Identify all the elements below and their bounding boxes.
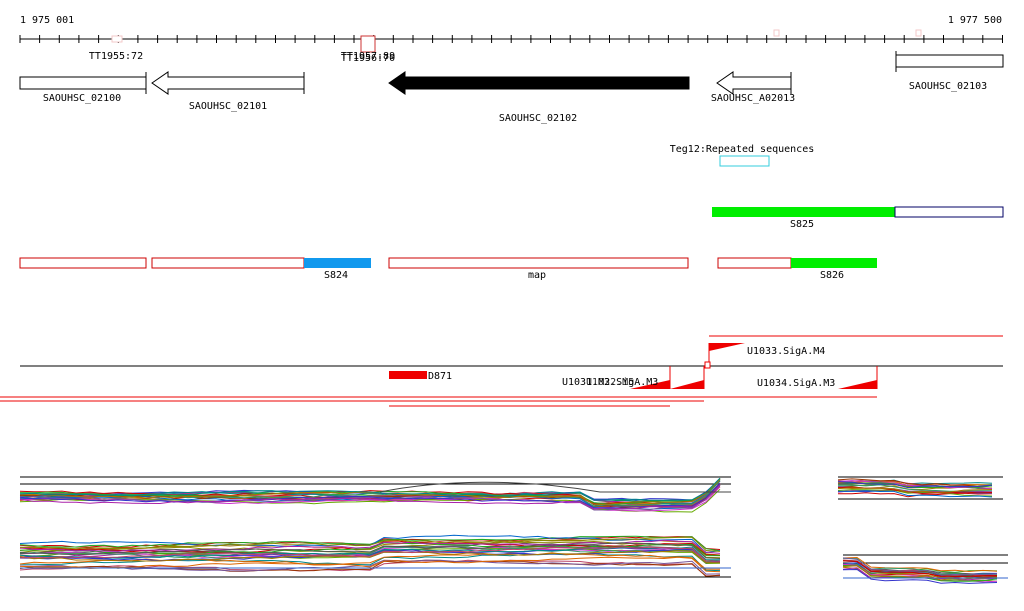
segment-map[interactable]	[388, 257, 689, 269]
expression-line	[837, 481, 993, 489]
segment-label-s824: S824	[324, 270, 348, 281]
terminator-label-tt1955: TT1955:72	[89, 51, 143, 62]
terminator-mark[interactable]	[111, 35, 123, 43]
expression-line	[837, 478, 993, 488]
expression-line	[19, 546, 721, 563]
gene-saouhsc-a02013[interactable]: SAOUHSC_A02013	[711, 71, 795, 104]
expression-line	[842, 560, 998, 577]
expression-line	[837, 484, 993, 492]
segment-outline[interactable]	[151, 257, 305, 269]
gene-saouhsc-02102[interactable]: SAOUHSC_02102	[388, 71, 690, 124]
expression-line	[842, 557, 998, 576]
segment-label-map: map	[528, 270, 546, 281]
segment-outline[interactable]	[19, 257, 147, 269]
expression-line	[19, 556, 721, 573]
expression-line	[379, 481, 731, 493]
expression-line	[837, 487, 993, 493]
segment-track: S824 map S826	[19, 257, 877, 281]
expression-line	[19, 539, 721, 554]
expression-line	[19, 550, 721, 564]
segment-s825[interactable]: S825	[712, 206, 1004, 230]
promoter-arrow[interactable]	[670, 380, 704, 389]
expression-profiles	[19, 476, 1008, 584]
repeat-feature[interactable]	[719, 155, 770, 167]
terminator-label-tt1957: TT1957:89	[341, 51, 395, 62]
repeat-track: Teg12:Repeated sequences	[670, 144, 815, 167]
segment-label-s825: S825	[790, 219, 814, 230]
expression-line	[19, 552, 721, 572]
expression-line	[837, 490, 993, 498]
gene-label-saouhsc-a02013: SAOUHSC_A02013	[711, 93, 795, 104]
terminator-mark[interactable]	[773, 29, 780, 37]
promoter-label-u1033: U1033.SigA.M4	[747, 346, 825, 357]
segment-s826[interactable]	[791, 258, 877, 268]
promoter-label-u1034: U1034.SigA.M3	[757, 378, 835, 389]
expression-line	[19, 546, 721, 562]
promoter-track: U1033.SigA.M4 D871 U1031.M2.SigA.M3 U103…	[0, 335, 1003, 407]
expression-line	[19, 484, 721, 510]
terminator-label-tt1956: TT1956:70	[341, 53, 395, 64]
expression-line	[19, 483, 721, 509]
expression-line	[19, 536, 721, 552]
promoter-arrow[interactable]	[630, 380, 670, 389]
expression-line	[19, 542, 721, 559]
promoter-label-u1031: U1031.M2.SigA.M3	[562, 377, 658, 388]
segment-s824[interactable]	[304, 258, 371, 268]
gene-saouhsc-02101[interactable]: SAOUHSC_02101	[151, 71, 305, 112]
promoter-arrow[interactable]	[838, 380, 877, 389]
expression-line	[19, 535, 721, 552]
ruler: 1 975 001 1 977 500	[19, 15, 1003, 43]
ruler-end-label: 1 977 500	[948, 15, 1002, 26]
gene-saouhsc-02100[interactable]: SAOUHSC_02100	[19, 72, 147, 104]
promoter-mark[interactable]	[704, 361, 711, 369]
expression-line	[19, 477, 721, 501]
gene-label-saouhsc-02101: SAOUHSC_02101	[189, 101, 267, 112]
gene-track: SAOUHSC_02100 SAOUHSC_02101 SAOUHSC_0210…	[19, 51, 1004, 124]
terminator-mark[interactable]	[915, 29, 922, 37]
expression-line	[842, 556, 998, 573]
gene-saouhsc-02103[interactable]: SAOUHSC_02103	[895, 51, 1004, 92]
promoter-d871[interactable]	[389, 371, 427, 379]
promoter-label-u1032: U1032.M5	[586, 377, 634, 388]
expression-line	[19, 559, 721, 577]
gene-label-saouhsc-02102: SAOUHSC_02102	[499, 113, 577, 124]
promoter-arrow[interactable]	[709, 343, 745, 351]
segment-label-s826: S826	[820, 270, 844, 281]
ruler-ticks	[19, 35, 1003, 43]
gene-label-saouhsc-02103: SAOUHSC_02103	[909, 81, 987, 92]
gene-label-saouhsc-02100: SAOUHSC_02100	[43, 93, 121, 104]
repeat-label: Teg12:Repeated sequences	[670, 144, 815, 155]
promoter-label-d871: D871	[428, 371, 452, 382]
terminator-mark[interactable]	[360, 35, 376, 53]
terminator-track: TT1955:72 TT1956:70 TT1957:89	[89, 29, 922, 64]
expression-line	[19, 552, 721, 570]
ruler-start-label: 1 975 001	[20, 15, 74, 26]
segment-outline[interactable]	[717, 257, 792, 269]
expression-line	[19, 559, 721, 575]
